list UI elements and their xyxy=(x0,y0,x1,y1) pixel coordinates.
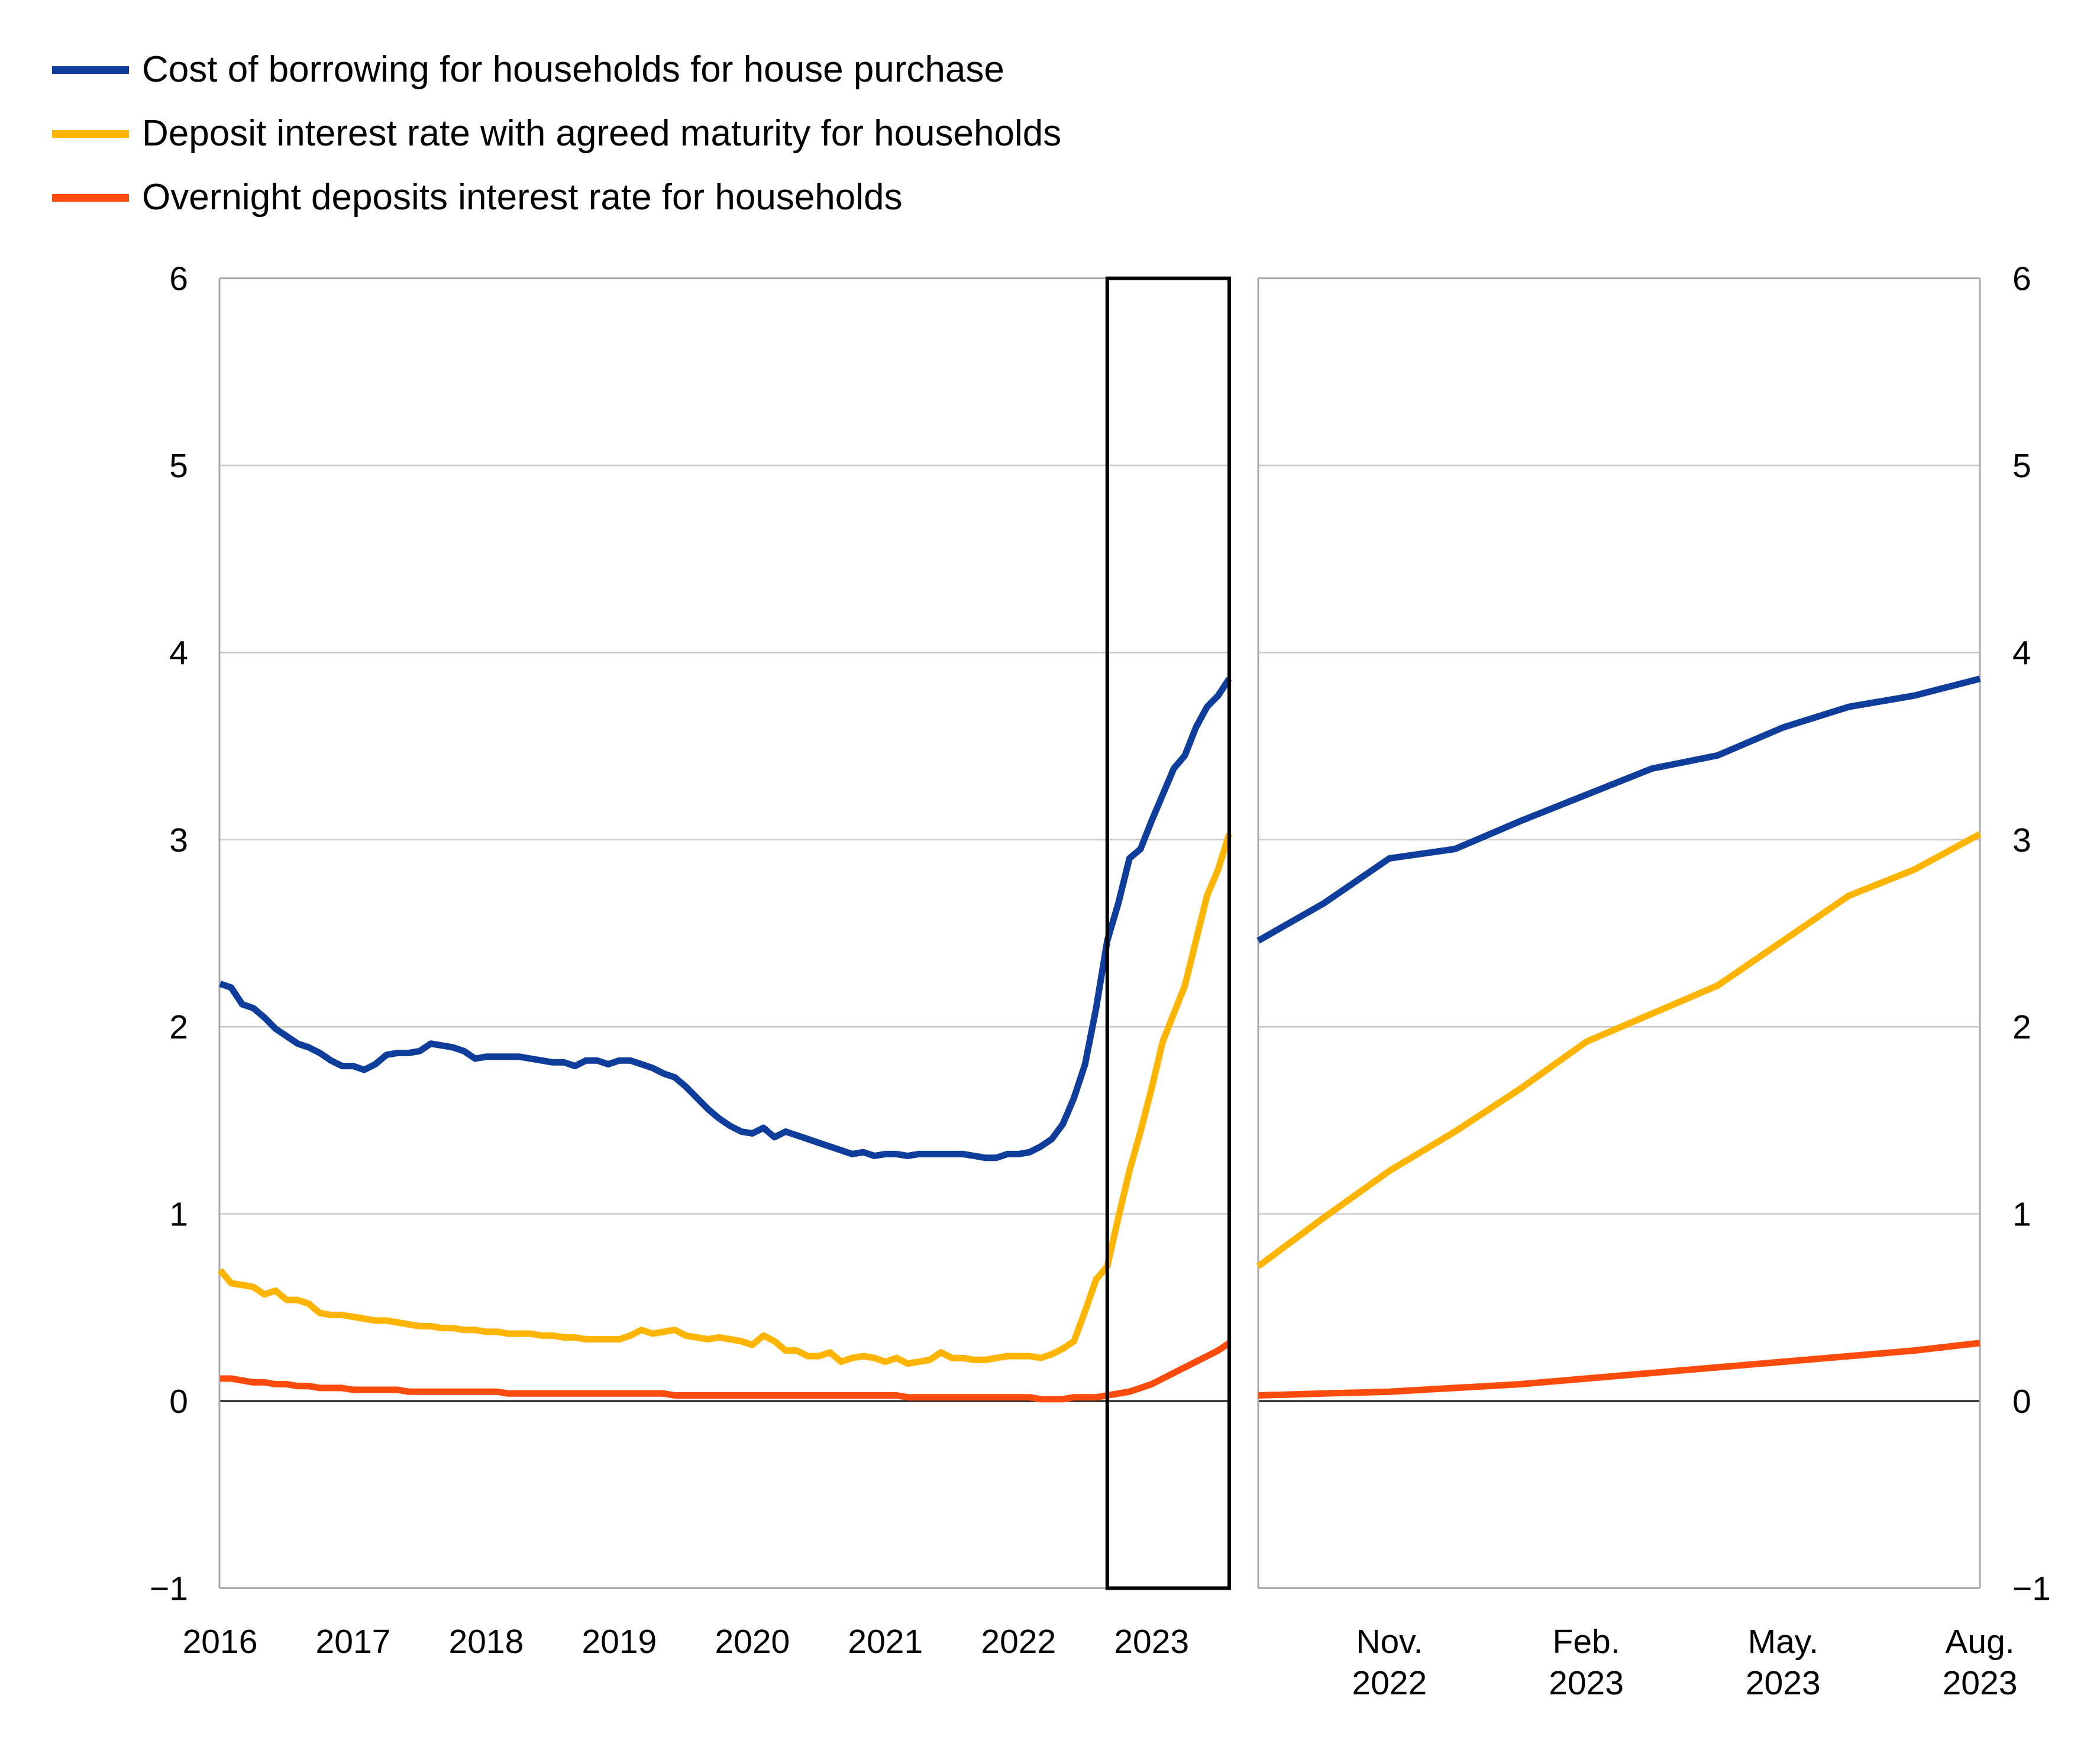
deposit-agreed-maturity-line-right xyxy=(1256,831,1982,1269)
y-tick-label: 3 xyxy=(169,821,188,859)
x-tick-label: Aug. xyxy=(1945,1623,2014,1661)
y-tick-label: 5 xyxy=(169,447,188,485)
overnight-deposits-line-right xyxy=(1258,1340,1981,1399)
x-tick-label: 2018 xyxy=(449,1623,524,1661)
legend-label: Overnight deposits interest rate for hou… xyxy=(142,177,903,218)
x-tick-label: 2023 xyxy=(1549,1664,1624,1702)
y-tick-label: 0 xyxy=(169,1383,188,1421)
legend-label: Cost of borrowing for households for hou… xyxy=(142,49,1004,90)
y-tick-label: 4 xyxy=(169,634,188,672)
x-tick-label: 2017 xyxy=(316,1623,391,1661)
y-tick-label: 1 xyxy=(2012,1196,2031,1234)
legend-item-cost-of-borrowing: Cost of borrowing for households for hou… xyxy=(52,38,1061,102)
y-tick-label: 4 xyxy=(2012,634,2031,672)
x-tick-label: 2023 xyxy=(1943,1664,2018,1702)
deposit-agreed-maturity-swatch-icon xyxy=(52,130,129,138)
right-panel: Nov.2022Feb.2023May.2023Aug.20236543210−… xyxy=(1256,260,2051,1702)
x-tick-label: May. xyxy=(1748,1623,1818,1661)
y-tick-label: 1 xyxy=(169,1196,188,1234)
overnight-deposits-swatch-icon xyxy=(52,193,129,202)
x-tick-label: Feb. xyxy=(1553,1623,1620,1661)
x-tick-label: 2020 xyxy=(715,1623,790,1661)
x-tick-label: Nov. xyxy=(1356,1623,1423,1661)
legend-item-overnight-deposits: Overnight deposits interest rate for hou… xyxy=(52,166,1061,229)
x-tick-label: 2021 xyxy=(848,1623,923,1661)
x-tick-label: 2022 xyxy=(981,1623,1056,1661)
x-tick-label: 2023 xyxy=(1114,1623,1189,1661)
cost-of-borrowing-line-left xyxy=(219,677,1232,1162)
overnight-deposits-line-left xyxy=(220,1340,1232,1403)
x-tick-label: 2016 xyxy=(183,1623,258,1661)
legend-label: Deposit interest rate with agreed maturi… xyxy=(142,113,1062,154)
legend-item-deposit-agreed-maturity: Deposit interest rate with agreed maturi… xyxy=(52,102,1061,166)
cost-of-borrowing-swatch-icon xyxy=(52,66,129,74)
x-tick-label: 2019 xyxy=(581,1623,657,1661)
y-tick-label: 6 xyxy=(169,260,188,298)
x-tick-label: 2023 xyxy=(1746,1664,1821,1702)
cost-of-borrowing-line-right xyxy=(1256,675,1981,944)
highlight-box xyxy=(1105,276,1231,1590)
deposit-agreed-maturity-line-left xyxy=(217,833,1233,1367)
y-tick-label: −1 xyxy=(150,1570,188,1607)
y-tick-label: −1 xyxy=(2012,1570,2051,1607)
y-tick-label: 5 xyxy=(2012,447,2031,485)
y-tick-label: 2 xyxy=(2012,1008,2031,1046)
x-tick-label: 2022 xyxy=(1352,1664,1427,1702)
left-panel: 2016 2017 2018 2019 2020 2021 2022 2023 6 5 4 3 2 1 0 −… xyxy=(150,260,1233,1661)
legend: Cost of borrowing for households for hou… xyxy=(52,38,1061,229)
y-tick-label: 2 xyxy=(169,1008,188,1046)
y-tick-label: 3 xyxy=(2012,821,2031,859)
y-tick-label: 6 xyxy=(2012,260,2031,298)
y-tick-label: 0 xyxy=(2012,1383,2031,1421)
